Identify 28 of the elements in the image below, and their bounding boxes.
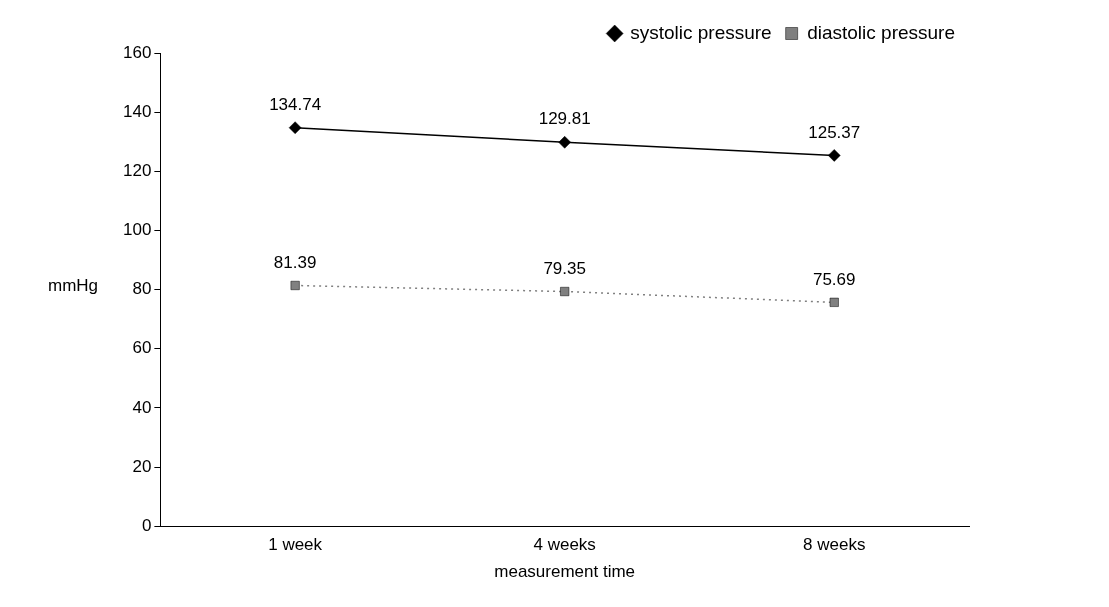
y-tick-label: 160: [122, 42, 152, 62]
point: [288, 121, 302, 134]
x-tick-label: 4 weeks: [533, 535, 596, 555]
y-axis-title: mmHg: [48, 276, 99, 296]
point: [829, 297, 839, 307]
y-tick-label: 80: [132, 279, 152, 299]
legend-label: systolic pressure: [630, 21, 772, 43]
y-tick-label: 120: [122, 160, 152, 180]
data-label: 75.69: [812, 269, 856, 289]
data-label: 129.81: [538, 109, 591, 129]
point: [827, 149, 841, 162]
y-tick-label: 0: [141, 515, 152, 535]
legend-label: diastolic pressure: [807, 21, 955, 43]
data-label: 125.37: [808, 122, 861, 142]
x-axis-title: measurement time: [494, 562, 636, 582]
point: [560, 287, 570, 297]
data-label: 79.35: [543, 258, 586, 278]
data-label: 81.39: [273, 252, 317, 272]
y-tick-label: 20: [132, 456, 152, 476]
point: [558, 136, 571, 149]
data-label: 134.74: [269, 94, 322, 114]
point: [290, 281, 300, 290]
y-tick-label: 60: [132, 338, 152, 358]
y-tick-label: 40: [132, 397, 152, 417]
x-tick-label: 8 weeks: [803, 535, 866, 555]
y-tick-label: 100: [122, 220, 152, 240]
x-tick-label: 1 week: [268, 535, 323, 555]
y-tick-label: 140: [122, 101, 152, 121]
